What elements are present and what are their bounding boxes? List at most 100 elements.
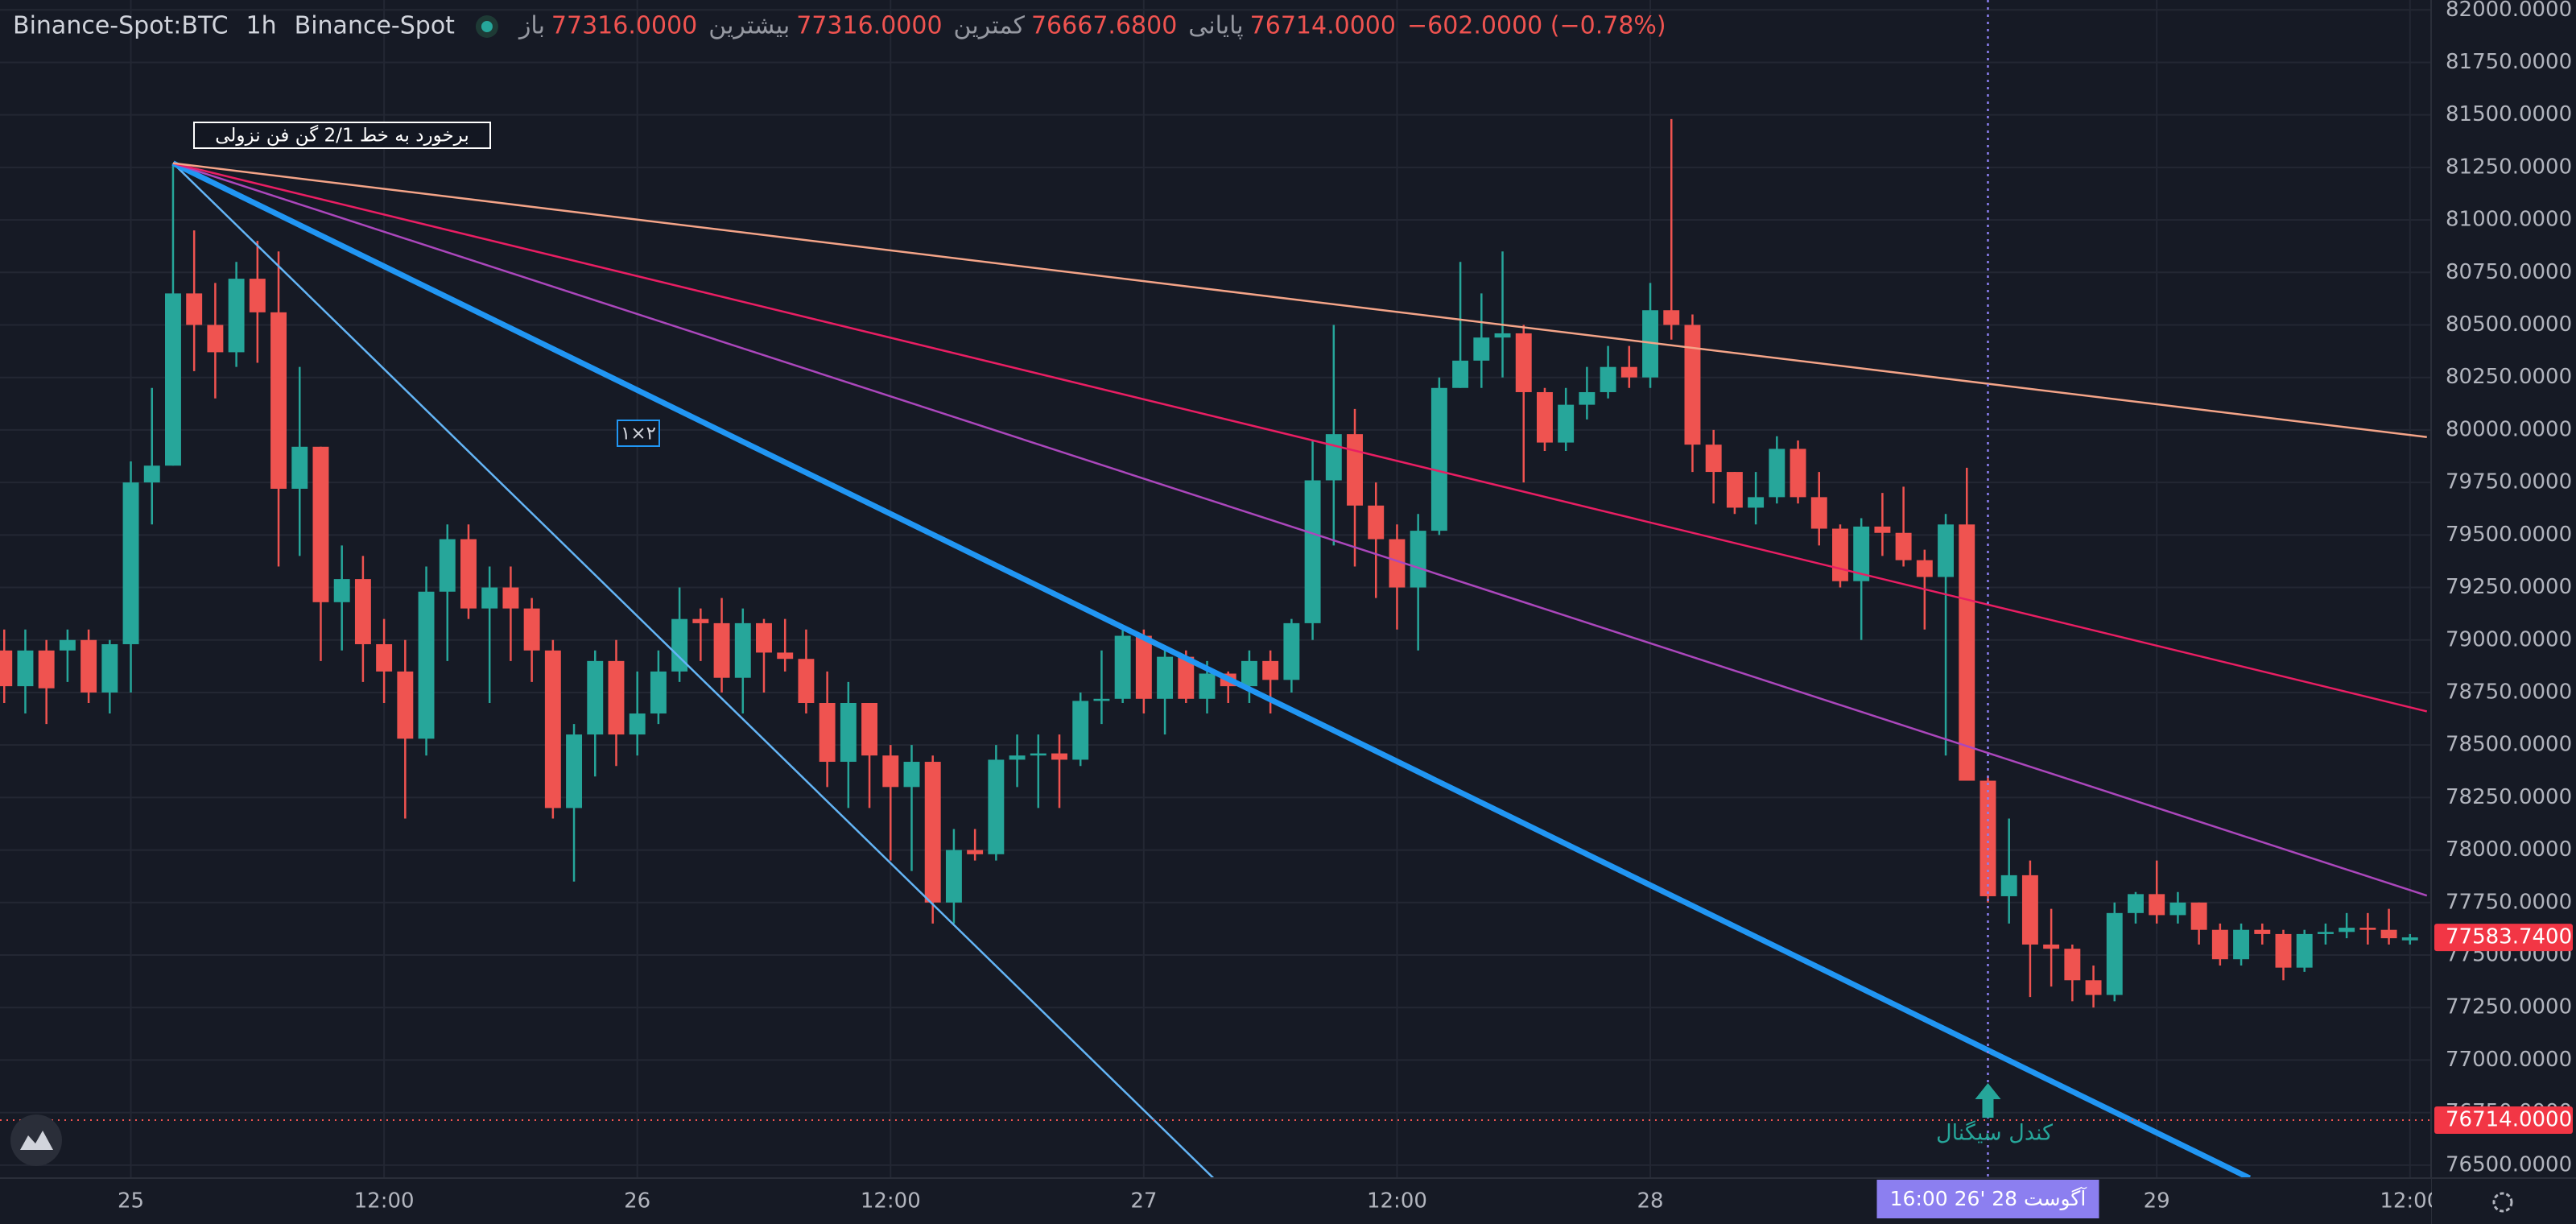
candle-body: [924, 762, 941, 903]
candle-body: [1389, 539, 1406, 588]
annotation-text: برخورد به خط 2/1 گن فن نزولی: [215, 125, 469, 147]
logo[interactable]: [10, 1114, 62, 1166]
candle-body: [2401, 937, 2418, 941]
candle-body: [2296, 933, 2313, 968]
x-tick-label: 12:00: [354, 1189, 415, 1214]
candle-body: [481, 587, 498, 609]
header-text: 77316.0000: [796, 12, 942, 40]
candle-body: [671, 618, 688, 672]
candle-body: [1262, 660, 1279, 680]
header-text: 76667.6800: [1031, 12, 1177, 40]
candle-body: [1494, 333, 1511, 338]
candle-body: [1473, 337, 1490, 361]
candle-body: [1916, 560, 1933, 577]
settings-icon[interactable]: [2492, 1192, 2513, 1213]
candle-body: [1748, 497, 1765, 508]
candle-body: [1895, 532, 1912, 560]
y-tick-label: 79750.0000: [2446, 470, 2572, 494]
candle-body: [1030, 753, 1046, 756]
candle-body: [523, 608, 540, 651]
candle-body: [650, 671, 667, 714]
y-tick-label: 76500.0000: [2446, 1152, 2572, 1176]
candle-body: [333, 579, 350, 602]
candle-body: [460, 539, 477, 609]
candle-body: [2043, 944, 2060, 949]
candle-body: [186, 293, 203, 325]
annotation-box: [193, 122, 491, 149]
candle-body: [2254, 929, 2271, 934]
candle-body: [2169, 902, 2186, 916]
candle-body: [1093, 698, 1110, 701]
annotation-box: [617, 420, 660, 447]
candle-body: [861, 703, 878, 756]
price-tag-text: 76714.0000: [2446, 1108, 2572, 1132]
candle-body: [249, 279, 266, 312]
candle-body: [945, 850, 962, 903]
candle-body: [1135, 635, 1152, 699]
header-text: 77316.0000: [551, 12, 697, 40]
candle-body: [38, 650, 55, 688]
candle-body: [397, 671, 414, 739]
candle-body: [587, 660, 604, 735]
header-text: بیشترین: [708, 12, 790, 40]
candle-body: [1241, 660, 1257, 687]
y-tick-label: 82000.0000: [2446, 0, 2572, 22]
candle-body: [1684, 325, 1701, 445]
candle-body: [270, 312, 287, 489]
candle-body: [1009, 755, 1026, 760]
candle-body: [798, 659, 815, 704]
x-tick-label: 26: [624, 1189, 650, 1214]
candle-body: [1579, 391, 1596, 405]
candle-body: [2000, 875, 2017, 896]
signal-arrow: [1975, 1083, 2001, 1118]
price-tag: [2434, 924, 2573, 952]
candle-body: [608, 660, 625, 735]
candle-body: [2064, 949, 2081, 981]
gann-fan-line: [172, 162, 2427, 439]
candle-body: [0, 650, 13, 687]
y-tick-label: 80750.0000: [2446, 260, 2572, 284]
candle-body: [354, 579, 371, 644]
y-tick-label: 77750.0000: [2446, 890, 2572, 914]
x-tick-label: 12:00: [861, 1189, 921, 1214]
candle-body: [1705, 445, 1722, 473]
candle-body: [2233, 929, 2250, 960]
price-axis-corner: [2432, 1179, 2576, 1224]
y-tick-label: 81500.0000: [2446, 102, 2572, 126]
candle-body: [2021, 875, 2038, 945]
y-tick-label: 79250.0000: [2446, 575, 2572, 599]
candle-body: [1853, 526, 1870, 581]
status-dot: [481, 21, 493, 32]
candle-body: [1832, 528, 1848, 581]
candle-body: [756, 622, 772, 653]
candle-body: [692, 618, 709, 623]
candle-body: [291, 446, 308, 489]
y-tick-label: 79000.0000: [2446, 627, 2572, 651]
gann-fan-line: [172, 162, 2428, 713]
candle-body: [1620, 366, 1637, 378]
candle-body: [1600, 366, 1616, 392]
y-tick-label: 78000.0000: [2446, 837, 2572, 862]
gann-fan-line: [171, 160, 2252, 1178]
price-tag-text: 77583.7400: [2446, 925, 2572, 949]
y-tick-label: 81250.0000: [2446, 155, 2572, 179]
y-tick-label: 79500.0000: [2446, 523, 2572, 547]
candle-body: [1515, 333, 1532, 392]
candle-body: [59, 639, 76, 651]
header-text: باز: [518, 12, 545, 40]
y-tick-label: 78500.0000: [2446, 733, 2572, 757]
candle-body: [988, 759, 1005, 854]
candle-body: [1959, 524, 1975, 781]
crosshair-time-tag: [1876, 1180, 2099, 1218]
candle-body: [2190, 902, 2207, 930]
candle-body: [2211, 929, 2228, 960]
gann-fan-line: [172, 162, 2428, 897]
candle-body: [122, 482, 139, 644]
candle-body: [418, 591, 435, 739]
candle-body: [734, 622, 751, 678]
candle-body: [1452, 360, 1469, 388]
candle-body: [1938, 524, 1955, 577]
candle-body: [1157, 656, 1174, 699]
candle-body: [502, 587, 519, 609]
